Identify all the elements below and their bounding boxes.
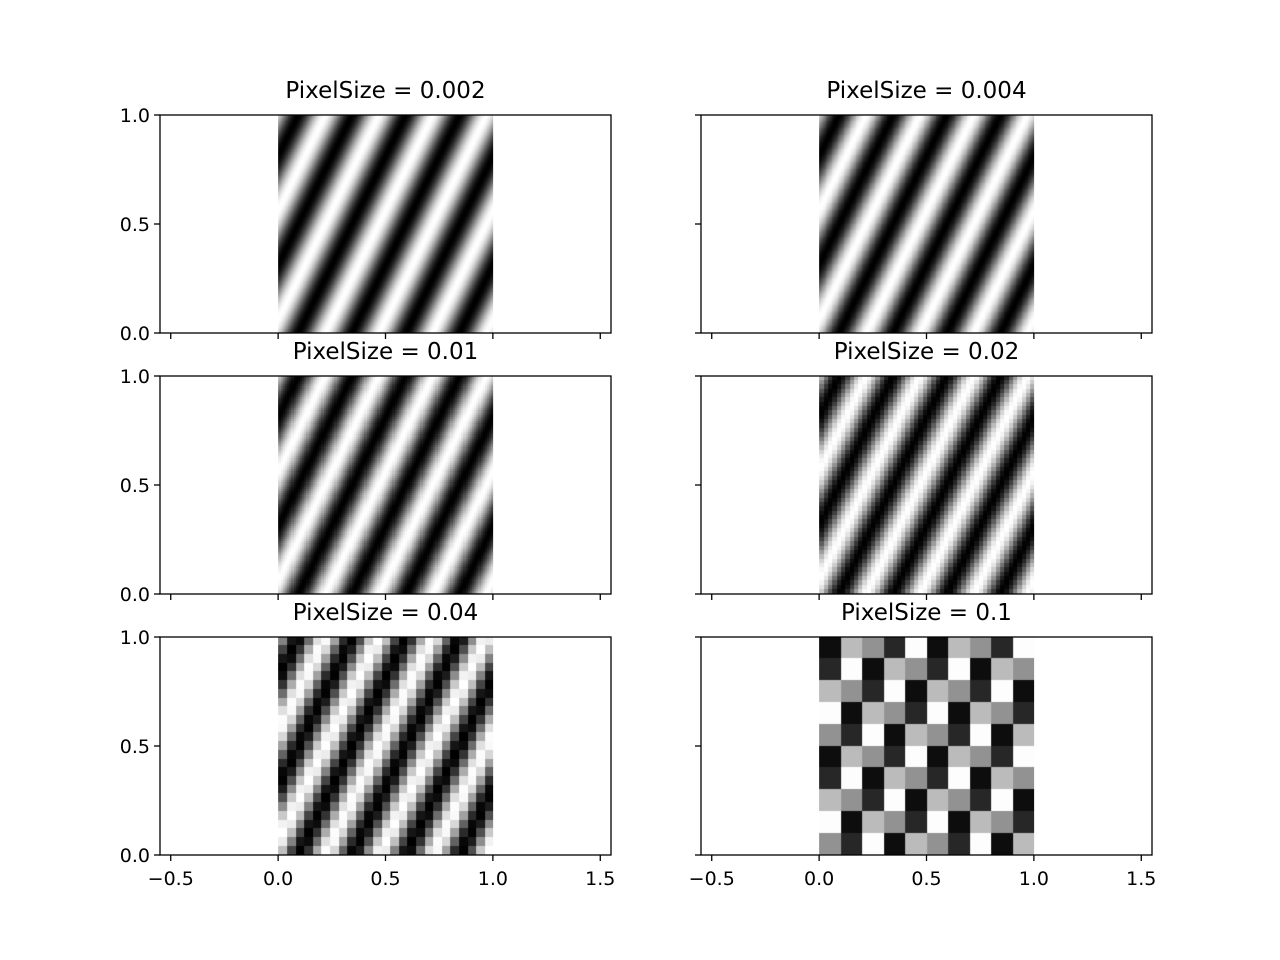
panel-title: PixelSize = 0.04 [293, 600, 479, 626]
grating-image [819, 376, 1035, 594]
panel-title: PixelSize = 0.002 [285, 78, 485, 104]
x-tick-label: −0.5 [148, 868, 194, 890]
x-tick-label: 1.5 [585, 868, 615, 890]
y-tick-label: 0.0 [120, 584, 150, 606]
x-tick-label: 0.0 [804, 868, 834, 890]
x-tick-label: 0.0 [263, 868, 293, 890]
grating-image [278, 115, 494, 333]
x-tick-label: 1.0 [478, 868, 508, 890]
y-tick-label: 0.0 [120, 845, 150, 867]
y-tick-label: 1.0 [120, 105, 150, 127]
y-tick-label: 0.5 [120, 736, 150, 758]
x-tick-label: −0.5 [689, 868, 735, 890]
subplot-panel: PixelSize = 0.01 0.0 0.5 1.0 [120, 339, 612, 606]
panel-title: PixelSize = 0.004 [826, 78, 1026, 104]
x-tick-label: 1.0 [1019, 868, 1049, 890]
subplot-panel: PixelSize = 0.004 [695, 78, 1153, 339]
x-tick-label: 0.5 [911, 868, 941, 890]
y-tick-label: 0.0 [120, 323, 150, 345]
grating-image [819, 115, 1035, 333]
y-tick-label: 0.5 [120, 475, 150, 497]
x-tick-label: 1.5 [1126, 868, 1156, 890]
y-tick-label: 0.5 [120, 214, 150, 236]
panel-title: PixelSize = 0.01 [293, 339, 479, 365]
y-tick-label: 1.0 [120, 627, 150, 649]
y-tick-label: 1.0 [120, 366, 150, 388]
subplot-panel: PixelSize = 0.1 −0.5 0.0 0.5 1.0 1.5 [689, 600, 1157, 890]
subplot-panel: PixelSize = 0.040.00.51.0−0.5 0.0 0.5 1.0 1.… [120, 600, 616, 890]
grating-image [278, 376, 494, 594]
grating-image [278, 637, 494, 855]
subplot-panel: PixelSize = 0.002 0.0 0.5 1.0 [120, 78, 612, 345]
panel-title: PixelSize = 0.1 [841, 600, 1012, 626]
subplot-panel: PixelSize = 0.02 [695, 339, 1153, 600]
grating-image [819, 637, 1035, 855]
x-tick-label: 0.5 [370, 868, 400, 890]
panel-title: PixelSize = 0.02 [834, 339, 1020, 365]
